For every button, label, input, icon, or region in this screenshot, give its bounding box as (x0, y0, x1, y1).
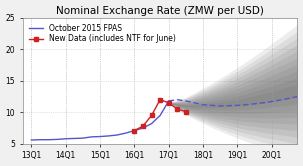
Title: Nominal Exchange Rate (ZMW per USD): Nominal Exchange Rate (ZMW per USD) (56, 5, 264, 16)
Legend: October 2015 FPAS, New Data (includes NTF for June): October 2015 FPAS, New Data (includes NT… (27, 22, 178, 46)
